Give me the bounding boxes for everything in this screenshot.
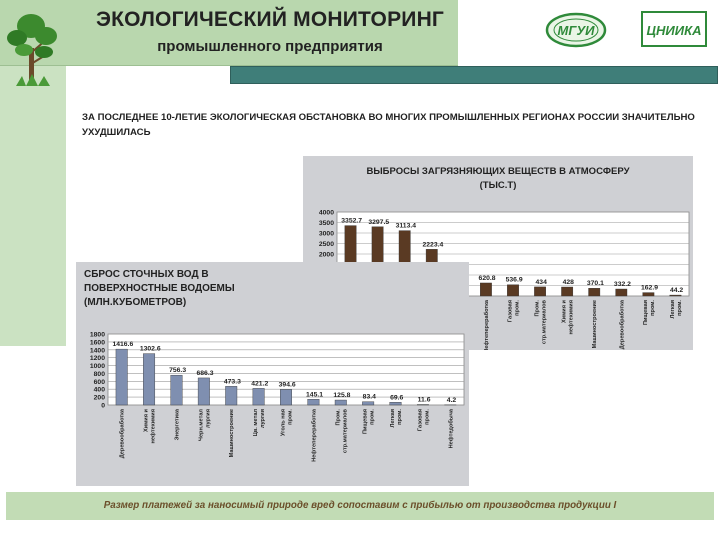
wastewater-category-label: Деревообработка xyxy=(119,408,126,458)
wastewater-bar xyxy=(197,377,210,406)
wastewater-category-label: Уголь наяпром. xyxy=(281,409,294,437)
intro-text: ЗА ПОСЛЕДНЕЕ 10-ЛЕТИЕ ЭКОЛОГИЧЕСКАЯ ОБСТ… xyxy=(82,112,695,138)
wastewater-value-label: 686.3 xyxy=(196,370,213,377)
wastewater-category-label: Пищеваяпром. xyxy=(363,409,376,434)
emissions-category-label: Химия инефтехимия xyxy=(562,299,575,334)
wastewater-bar xyxy=(170,374,183,406)
wastewater-value-label: 1416.6 xyxy=(112,341,133,348)
wastewater-y-tick-label: 1800 xyxy=(90,332,105,339)
wastewater-category-label: Черн.металлургия xyxy=(198,409,211,441)
wastewater-y-tick-label: 200 xyxy=(94,395,106,402)
wastewater-y-tick-label: 1000 xyxy=(90,363,105,370)
emissions-bar xyxy=(588,288,601,297)
wastewater-y-tick-label: 1600 xyxy=(90,339,105,346)
svg-text:ЦНИИКА: ЦНИИКА xyxy=(647,23,702,38)
emissions-bar xyxy=(534,286,546,297)
page-subtitle: промышленного предприятия xyxy=(157,38,383,55)
emissions-value-label: 434 xyxy=(536,279,548,286)
emissions-bar xyxy=(642,292,655,297)
wastewater-bar xyxy=(252,388,265,406)
emissions-bar xyxy=(480,282,492,297)
wastewater-bar xyxy=(307,399,320,406)
emissions-value-label: 428 xyxy=(563,279,575,286)
svg-text:МГУИ: МГУИ xyxy=(558,23,596,38)
emissions-category-label: Пром.стр.материалов xyxy=(535,299,548,344)
wastewater-bar xyxy=(334,399,347,406)
wastewater-category-label: Пром.стр.материалов xyxy=(335,408,348,453)
emissions-value-label: 370.1 xyxy=(587,280,604,287)
emissions-value-label: 3352.7 xyxy=(341,218,362,225)
footer-bar: Размер платежей за наносимый природе вре… xyxy=(6,492,714,520)
wastewater-category-label: Машиностроение xyxy=(229,409,235,457)
footer-text: Размер платежей за наносимый природе вре… xyxy=(103,500,617,511)
left-decor-strip xyxy=(0,66,66,346)
emissions-y-tick-label: 3000 xyxy=(319,231,334,238)
emissions-chart-title: ВЫБРОСЫ ЗАГРЯЗНЯЮЩИХ ВЕЩЕСТВ В АТМОСФЕРУ… xyxy=(366,166,630,191)
wastewater-chart-title: СБРОС СТОЧНЫХ ВОД В ПОВЕРХНОСТНЫЕ ВОДОЕМ… xyxy=(84,269,235,308)
emissions-value-label: 3113.4 xyxy=(396,223,417,230)
emissions-y-tick-label: 2000 xyxy=(319,252,334,259)
wastewater-value-label: 145.1 xyxy=(306,391,323,398)
emissions-bar xyxy=(561,286,574,297)
emissions-y-tick-label: 2500 xyxy=(319,241,334,248)
wastewater-y-tick-label: 1200 xyxy=(90,355,105,362)
mgui-logo: МГУИ xyxy=(545,12,607,48)
wastewater-bar xyxy=(225,386,238,406)
wastewater-bar xyxy=(389,402,402,406)
wastewater-category-label: Легкаяпром. xyxy=(390,409,403,428)
emissions-bar xyxy=(507,284,519,297)
emissions-category-label: Машиностроение xyxy=(592,300,598,348)
wastewater-category-label: Нефтепереработка xyxy=(310,408,317,462)
tree-icon xyxy=(7,14,57,86)
emissions-category-label: Пищеваяпром. xyxy=(643,300,656,325)
header-panel xyxy=(0,0,458,66)
emissions-category-label: Деревообработка xyxy=(618,299,625,349)
emissions-value-label: 3297.5 xyxy=(368,219,389,226)
emissions-value-label: 2223.4 xyxy=(423,241,444,248)
emissions-category-label: Нефтепереработка xyxy=(483,299,490,350)
wastewater-value-label: 83.4 xyxy=(363,394,376,401)
wastewater-value-label: 4.2 xyxy=(447,397,457,404)
wastewater-category-label: Химия инефтехимия xyxy=(144,408,157,443)
wastewater-category-label: Энергетика xyxy=(174,408,180,440)
wastewater-value-label: 421.2 xyxy=(251,380,268,387)
wastewater-bar xyxy=(115,348,128,406)
wastewater-bar xyxy=(280,389,292,406)
emissions-bar xyxy=(615,288,628,297)
header-accent-band xyxy=(230,66,718,84)
wastewater-value-label: 125.8 xyxy=(333,392,350,399)
emissions-y-tick-label: 3500 xyxy=(319,220,334,227)
wastewater-bar xyxy=(362,401,375,406)
wastewater-y-tick-label: 800 xyxy=(94,371,106,378)
emissions-value-label: 620.8 xyxy=(479,275,496,282)
wastewater-value-label: 756.3 xyxy=(169,367,186,374)
emissions-value-label: 162.9 xyxy=(641,285,658,292)
wastewater-category-label: Цв. металлургия xyxy=(253,409,266,437)
wastewater-value-label: 1302.6 xyxy=(140,346,161,353)
wastewater-bar xyxy=(143,353,156,406)
emissions-y-tick-label: 4000 xyxy=(319,210,334,217)
wastewater-y-tick-label: 400 xyxy=(94,387,106,394)
cniika-logo: ЦНИИКА xyxy=(641,11,707,47)
wastewater-value-label: 69.6 xyxy=(390,394,403,401)
wastewater-category-label: Нефтедобыча xyxy=(447,408,454,448)
wastewater-category-label: Газоваяпром. xyxy=(417,409,430,432)
wastewater-chart: 0 200 400 600 800 1000 1200 1400 1600 1800 1416.6 Д… xyxy=(76,262,469,486)
emissions-bar xyxy=(669,294,682,297)
wastewater-y-tick-label: 600 xyxy=(94,379,106,386)
wastewater-value-label: 473.3 xyxy=(224,378,241,385)
emissions-value-label: 44.2 xyxy=(670,287,683,294)
wastewater-value-label: 11.6 xyxy=(418,397,431,404)
emissions-category-label: Легкаяпром. xyxy=(670,300,683,319)
wastewater-y-tick-label: 1400 xyxy=(90,347,105,354)
wastewater-y-tick-label: 0 xyxy=(101,403,105,410)
page-title: ЭКОЛОГИЧЕСКИЙ МОНИТОРИНГ xyxy=(95,8,445,31)
emissions-category-label: Газоваяпром. xyxy=(508,300,521,323)
emissions-value-label: 536.9 xyxy=(506,277,523,284)
wastewater-value-label: 394.6 xyxy=(279,381,296,388)
emissions-value-label: 332.2 xyxy=(614,281,631,288)
